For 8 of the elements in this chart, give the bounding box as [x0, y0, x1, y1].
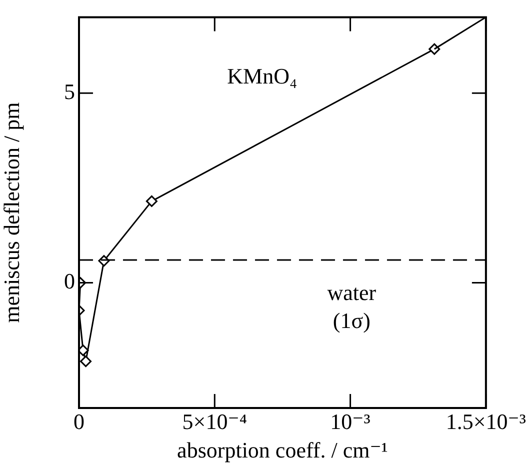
ref-line-label: water (1σ): [327, 280, 377, 333]
x-axis-title: absorption coeff. / cm⁻¹: [177, 438, 388, 463]
x-tick-label: 10⁻³: [330, 408, 371, 434]
x-tick-label: 1.5×10⁻³: [446, 408, 526, 434]
y-tick-label: 5: [64, 78, 75, 104]
y-axis-title: meniscus deflection / pm: [0, 102, 24, 323]
x-tick-label: 5×10⁻⁴: [182, 408, 248, 434]
series-label: KMnO₄: [227, 64, 298, 89]
